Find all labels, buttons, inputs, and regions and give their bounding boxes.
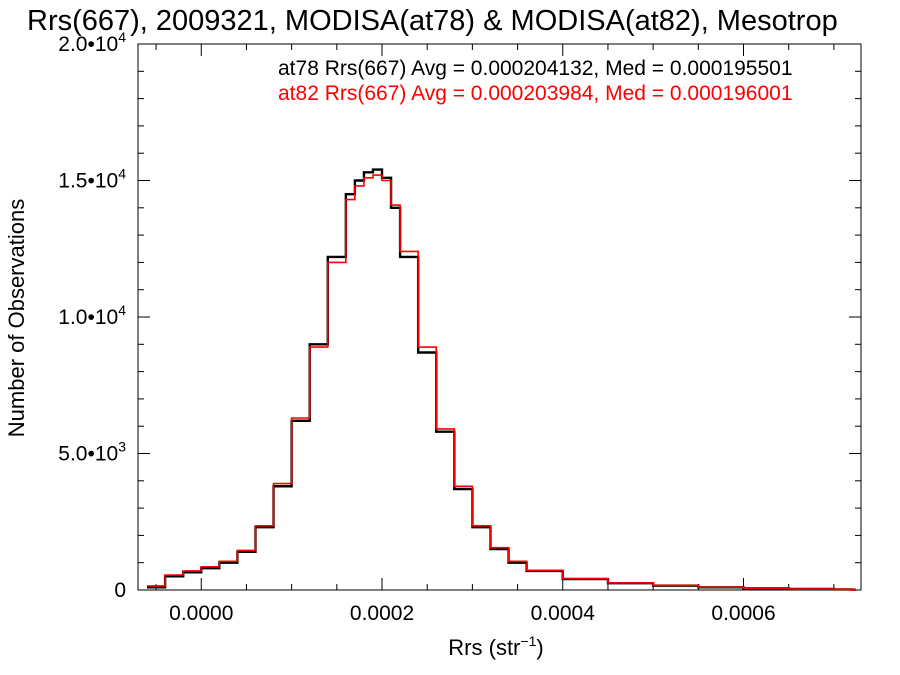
y-tick-label-exponent: 4 — [118, 29, 126, 45]
x-axis-label: Rrs (str−1) — [448, 633, 543, 660]
y-tick-label: 0 — [114, 579, 126, 602]
y-tick-label-base: 2.0•10 — [58, 33, 118, 56]
x-axis-label-close: ) — [536, 635, 543, 660]
y-tick-label-base: 1.0•10 — [58, 306, 118, 329]
series-group — [147, 168, 856, 591]
stats-at82: at82 Rrs(667) Avg = 0.000203984, Med = 0… — [278, 82, 793, 105]
y-tick-label-exponent: 3 — [118, 439, 126, 455]
plot-border — [137, 43, 862, 591]
series-line-at82 — [147, 174, 856, 591]
x-tick-label: 0.0006 — [711, 602, 775, 625]
x-axis: 0.0000 0.0002 0.0004 0.0006 — [155, 44, 835, 625]
series-line-at78 — [147, 168, 856, 591]
x-axis-label-main: Rrs (str — [448, 635, 520, 660]
x-axis-label-sup: −1 — [520, 633, 536, 649]
stats-at78: at78 Rrs(667) Avg = 0.000204132, Med = 0… — [278, 57, 793, 80]
y-tick-label: 1.5•104 — [58, 166, 126, 193]
y-tick-label-exponent: 4 — [118, 302, 126, 318]
x-tick-label: 0.0000 — [169, 602, 233, 625]
plot-frame — [137, 43, 862, 591]
y-tick-label-exponent: 4 — [118, 166, 126, 182]
y-tick-label-base: 5.0•10 — [58, 443, 118, 466]
y-tick-label: 1.0•104 — [58, 302, 126, 329]
y-tick-label: 5.0•103 — [58, 439, 126, 466]
y-tick-label-base: 1.5•10 — [58, 170, 118, 193]
y-axis-label: Number of Observations — [4, 199, 29, 437]
y-tick-label-base: 0 — [114, 579, 126, 602]
y-tick-label: 2.0•104 — [58, 29, 126, 56]
x-tick-label: 0.0004 — [531, 602, 596, 625]
chart-title: Rrs(667), 2009321, MODISA(at78) & MODISA… — [27, 5, 838, 37]
x-tick-label: 0.0002 — [350, 602, 414, 625]
